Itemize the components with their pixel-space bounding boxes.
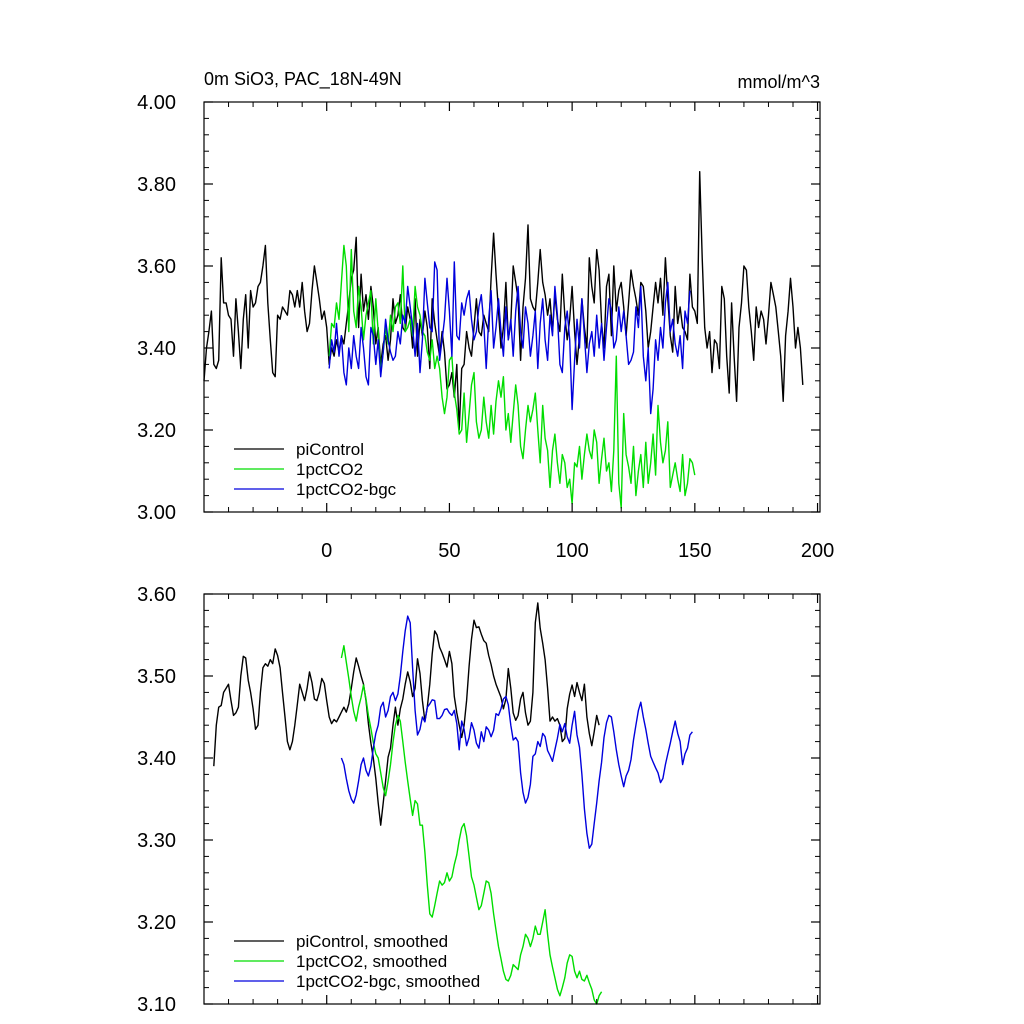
series-line-1pctco2-bgc xyxy=(328,261,691,415)
y-tick-label: 4.00 xyxy=(137,92,176,114)
y-tick-label: 3.50 xyxy=(137,666,176,688)
y-tick-label: 3.40 xyxy=(137,338,176,360)
bottom-plot-frame xyxy=(203,593,821,1005)
y-tick-label: 3.20 xyxy=(137,912,176,934)
y-tick-label: 3.30 xyxy=(137,830,176,852)
units-label: mmol/m^3 xyxy=(738,72,820,92)
series-line-1pctco2-bgc-smoothed xyxy=(340,615,693,849)
bottom-legend: piControl, smoothed 1pctCO2, smoothed 1p… xyxy=(234,932,480,991)
bottom-ticks-group: 3.10 3.20 3.30 3.40 3.50 3.60 xyxy=(137,584,820,1016)
series-line-1pctco2-smoothed xyxy=(340,645,603,1005)
y-tick-label: 3.80 xyxy=(137,174,176,196)
y-tick-label: 3.40 xyxy=(137,748,176,770)
y-tick-label: 3.60 xyxy=(137,584,176,606)
y-tick-label: 3.20 xyxy=(137,420,176,442)
legend-label-1pctco2-bgc-smoothed: 1pctCO2-bgc, smoothed xyxy=(296,972,480,991)
bottom-panel: 3.10 3.20 3.30 3.40 3.50 3.60 piControl, smoo… xyxy=(137,584,821,1016)
y-tick-label: 3.00 xyxy=(137,502,176,524)
y-tick-label: 3.60 xyxy=(137,256,176,278)
series-line-picontrol xyxy=(203,170,804,431)
x-tick-label: 0 xyxy=(321,540,332,562)
top-plot-frame xyxy=(203,101,821,513)
legend-label-picontrol: piControl xyxy=(296,440,364,459)
top-series-group xyxy=(203,170,804,509)
x-tick-label: 200 xyxy=(801,540,834,562)
legend-label-picontrol-smoothed: piControl, smoothed xyxy=(296,932,448,951)
legend-label-1pctco2-smoothed: 1pctCO2, smoothed xyxy=(296,952,447,971)
legend-label-1pctco2: 1pctCO2 xyxy=(296,460,363,479)
legend-label-1pctco2-bgc: 1pctCO2-bgc xyxy=(296,480,397,499)
x-tick-label: 50 xyxy=(438,540,460,562)
x-tick-label: 150 xyxy=(678,540,711,562)
top-ticks-group: 3.00 3.20 3.40 3.60 3.80 4.00 0 50 100 150 200 xyxy=(137,92,834,562)
top-panel: 0m SiO3, PAC_18N-49N mmol/m^3 3.003.203.… xyxy=(137,69,834,562)
y-tick-label: 3.10 xyxy=(137,994,176,1016)
bottom-series-group xyxy=(213,602,693,1005)
chart-title: 0m SiO3, PAC_18N-49N xyxy=(204,69,402,90)
series-line-picontrol-smoothed xyxy=(213,602,600,826)
series-line-1pctco2 xyxy=(328,244,696,509)
x-tick-label: 100 xyxy=(555,540,588,562)
top-legend: piControl 1pctCO2 1pctCO2-bgc xyxy=(234,440,397,499)
